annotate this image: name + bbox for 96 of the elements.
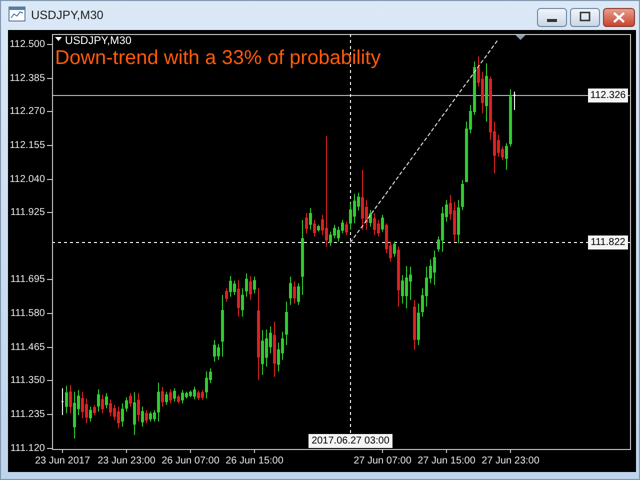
y-tick-label: 111.235 xyxy=(10,409,46,420)
candlestick xyxy=(141,406,144,428)
ref-line-label: 111.822 xyxy=(590,237,626,248)
candlestick xyxy=(345,221,348,236)
candlestick xyxy=(137,392,140,422)
candlestick xyxy=(105,392,108,409)
candlestick xyxy=(149,411,152,422)
candlestick xyxy=(397,246,400,308)
candlestick xyxy=(169,388,172,404)
candlestick xyxy=(253,276,256,294)
candlestick xyxy=(121,402,124,428)
candlestick xyxy=(393,241,396,258)
candlestick xyxy=(381,214,384,232)
candlestick xyxy=(197,390,200,400)
candlestick xyxy=(301,219,304,296)
candlestick xyxy=(325,135,328,248)
candlestick xyxy=(485,62,488,122)
candlestick xyxy=(69,384,72,414)
y-tick-label: 111.695 xyxy=(10,274,46,285)
candlestick xyxy=(285,301,288,346)
x-tick-label: 27 Jun 23:00 xyxy=(482,456,540,466)
candlestick xyxy=(317,224,320,232)
candlestick xyxy=(361,169,364,230)
candlestick xyxy=(189,390,192,398)
candlestick xyxy=(125,396,128,412)
x-tick-label: 26 Jun 15:00 xyxy=(226,456,284,466)
candlestick xyxy=(457,200,460,244)
candlestick xyxy=(273,321,276,378)
candlestick xyxy=(173,388,176,402)
x-tick-label: 2017.06.27 03:00 xyxy=(312,436,390,446)
candlestick xyxy=(165,391,168,406)
candlestick xyxy=(89,406,92,422)
candlestick xyxy=(177,394,180,404)
candlestick xyxy=(97,388,100,412)
candlestick xyxy=(109,398,112,418)
candlestick xyxy=(241,288,244,318)
candlestick xyxy=(145,410,148,424)
x-tick-label: 27 Jun 07:00 xyxy=(354,456,412,466)
candlestick xyxy=(313,219,316,238)
candlestick xyxy=(193,386,196,400)
candlestick xyxy=(181,389,184,404)
candlestick xyxy=(133,392,136,436)
candlestick xyxy=(261,330,264,376)
x-tick-label: 23 Jun 2017 xyxy=(34,456,90,466)
candlestick xyxy=(417,302,420,346)
candlestick xyxy=(221,294,224,358)
annotation: Down-trend with a 33% of probability xyxy=(55,47,381,69)
candlestick xyxy=(305,212,308,234)
candlestick xyxy=(161,386,164,408)
x-tick-label: 27 Jun 15:00 xyxy=(418,456,476,466)
x-tick-label: 26 Jun 07:00 xyxy=(162,456,220,466)
candlestick xyxy=(129,392,132,408)
candlestick xyxy=(213,339,216,362)
candlestick xyxy=(65,385,68,414)
candlestick xyxy=(237,280,240,318)
candlestick xyxy=(73,391,76,439)
candlestick xyxy=(201,389,204,400)
chart-title: USDJPY,M30 xyxy=(31,8,104,22)
candlestick xyxy=(433,250,436,286)
x-tick-label: 23 Jun 23:00 xyxy=(98,456,156,466)
candlestick xyxy=(229,275,232,298)
candlestick xyxy=(205,371,208,399)
y-tick-label: 111.925 xyxy=(10,207,46,218)
candlestick xyxy=(309,208,312,230)
y-tick-label: 111.350 xyxy=(10,375,46,386)
candlestick xyxy=(293,281,296,304)
candlestick xyxy=(225,288,228,302)
candlestick xyxy=(117,406,120,429)
candlestick xyxy=(289,276,292,306)
candlestick xyxy=(245,272,248,298)
candlestick xyxy=(461,179,464,210)
candlestick xyxy=(369,209,372,228)
candlestick xyxy=(93,404,96,416)
candlestick xyxy=(233,280,236,296)
candlestick xyxy=(297,282,300,306)
y-tick-label: 112.270 xyxy=(10,106,46,117)
candlestick xyxy=(505,142,508,170)
y-tick-label: 111.465 xyxy=(10,342,46,353)
candlestick xyxy=(217,344,220,360)
candlestick xyxy=(101,394,104,414)
candlestick xyxy=(257,288,260,381)
candlestick xyxy=(405,266,408,309)
y-tick-label: 111.120 xyxy=(10,443,46,454)
candlestick xyxy=(153,410,156,422)
candlestick xyxy=(157,382,160,422)
y-tick-label: 111.580 xyxy=(10,308,46,319)
y-tick-label: 112.040 xyxy=(10,174,46,185)
candlestick xyxy=(61,388,64,416)
y-tick-label: 112.385 xyxy=(10,73,46,84)
y-tick-label: 112.500 xyxy=(10,39,46,50)
candlestick xyxy=(373,212,376,236)
candlestick xyxy=(413,299,416,350)
candlestick xyxy=(249,275,252,300)
candlestick xyxy=(513,91,516,110)
annotation: USDJPY,M30 xyxy=(65,35,132,47)
y-tick-label: 112.155 xyxy=(10,140,46,151)
